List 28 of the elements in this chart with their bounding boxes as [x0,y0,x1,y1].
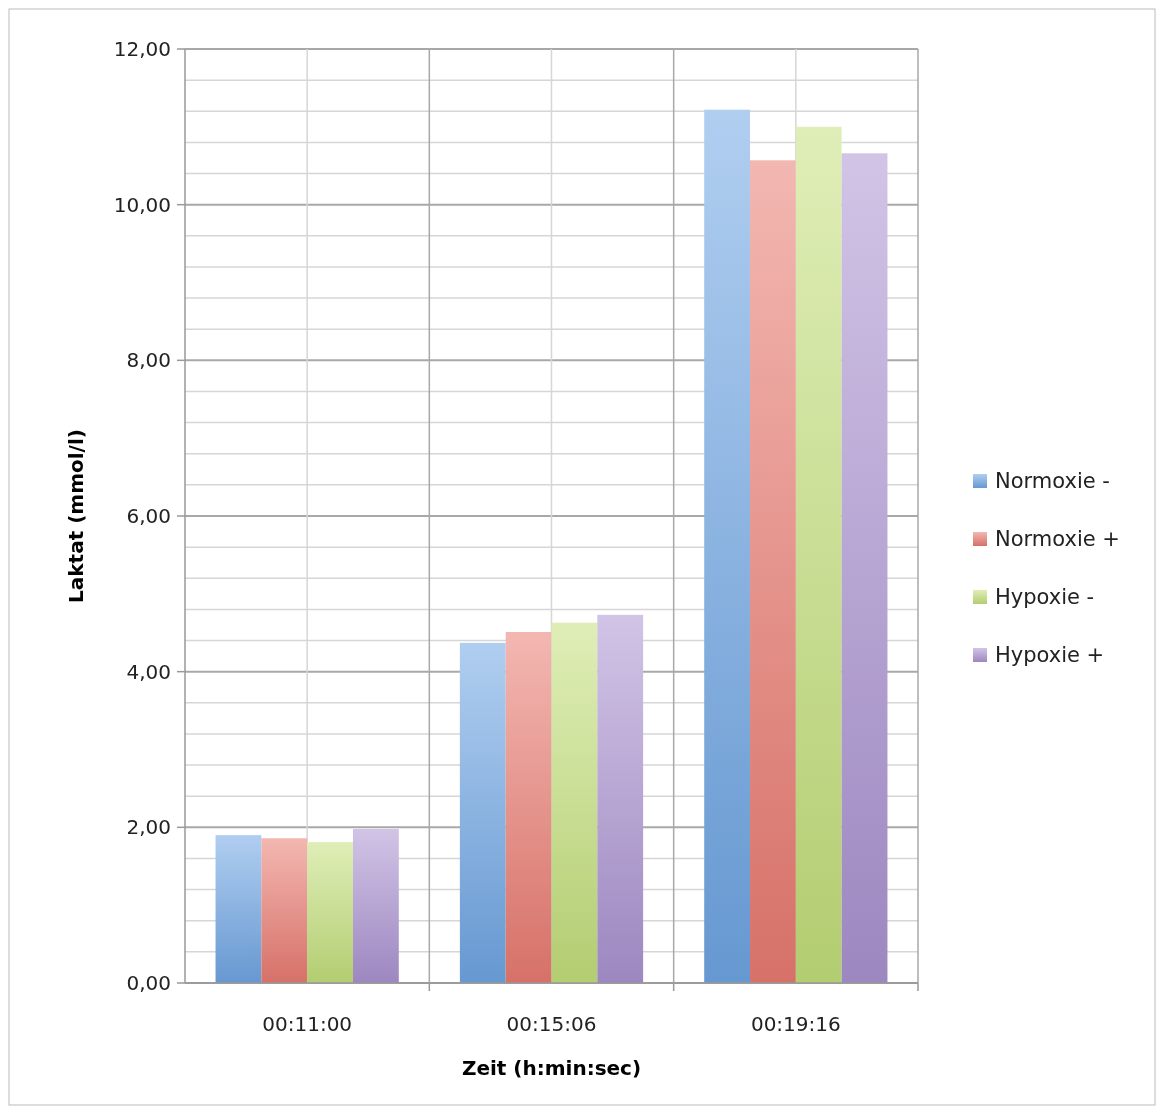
bar [307,842,353,983]
x-tick-label: 00:15:06 [506,1012,597,1036]
x-axis-title: Zeit (h:min:sec) [461,1056,642,1080]
bar [352,828,399,983]
y-axis-title: Laktat (mmol/l) [64,429,88,603]
legend-label: Hypoxie - [995,585,1095,610]
bar [750,160,796,983]
bar [795,126,842,983]
y-tick-label: 4,00 [126,659,171,684]
legend-label: Normoxie - [995,469,1110,494]
legend-label: Hypoxie + [995,643,1105,668]
bar [551,622,598,983]
x-tick-label: 00:19:16 [750,1012,841,1036]
bar [704,109,751,983]
bar [841,153,888,983]
legend-label: Normoxie + [995,527,1120,552]
y-tick-label: 6,00 [126,504,171,528]
bar [215,835,262,983]
bar [459,642,506,983]
y-tick-label: 10,00 [113,192,171,217]
x-tick-label: 00:11:00 [262,1012,353,1036]
y-tick-label: 8,00 [126,348,171,373]
bar [505,631,552,983]
y-tick-label: 0,00 [126,971,171,995]
bar [261,838,308,983]
y-tick-label: 2,00 [126,815,171,840]
bar [597,614,644,983]
y-tick-label: 12,00 [113,37,171,61]
